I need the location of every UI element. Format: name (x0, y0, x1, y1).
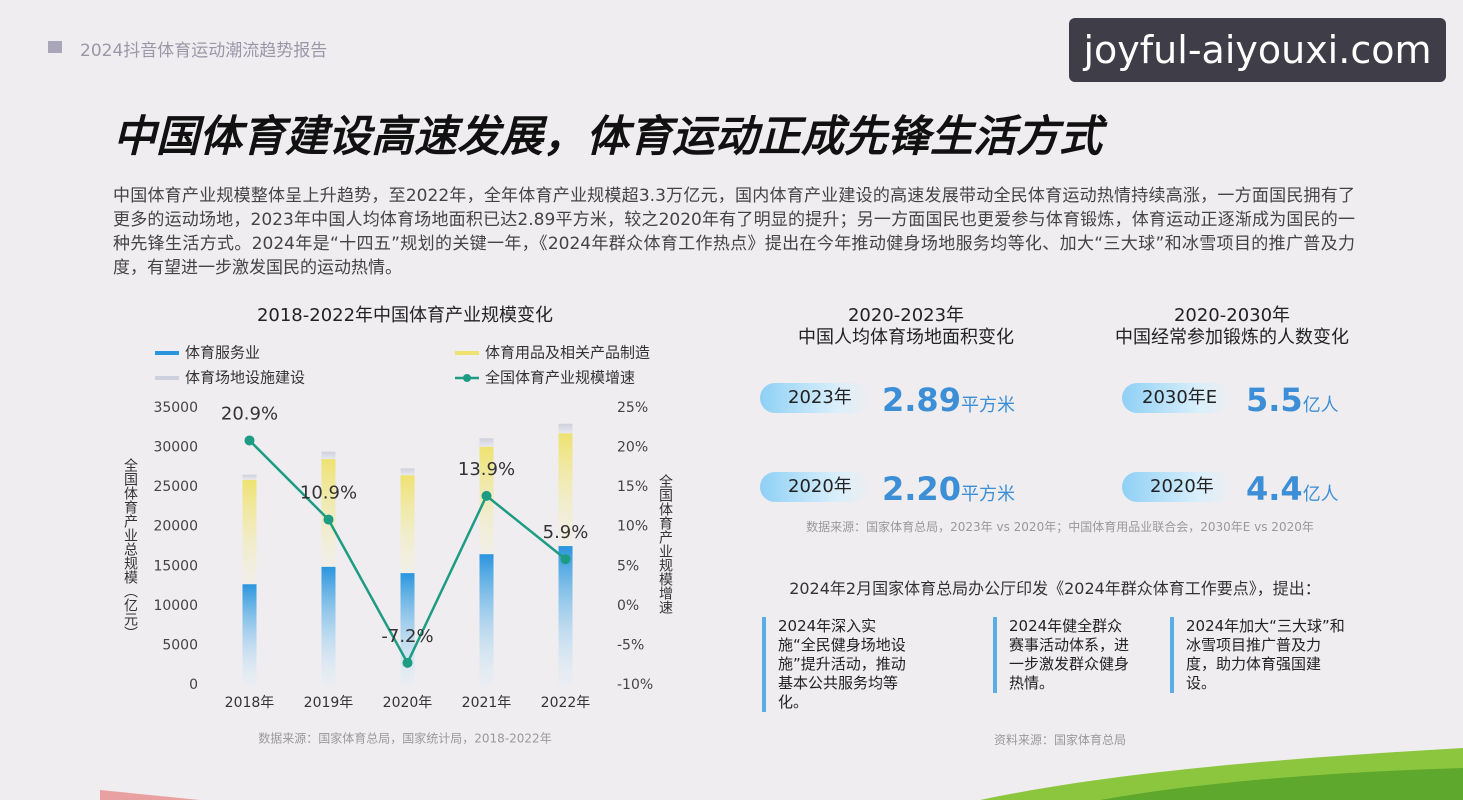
title: 中国体育建设高速发展，体育运动正成先锋生活方式 (113, 112, 1102, 162)
paragraph: 中国体育产业规模整体呈上升趋势，至2022年，全年体育产业规模超3.3万亿元，国… (113, 186, 1355, 278)
notice-item: 2024年健全群众赛事活动体系，进一步激发群众健身热情。 (993, 617, 1133, 693)
y2-tick-label: 15% (617, 479, 648, 495)
value: 4.4 (1246, 470, 1303, 508)
value: 5.5 (1246, 381, 1303, 419)
decoration (100, 790, 200, 800)
stat-label: 2020年 (760, 472, 870, 502)
bar-segment (242, 479, 257, 585)
legend-label: 体育服务业 (185, 344, 260, 362)
value-label: 5.9% (543, 522, 589, 543)
y2-tick-label: 25% (617, 400, 648, 416)
stat-title: 2020-2023年 中国人均体育场地面积变化 (756, 305, 1056, 349)
stat-label: 2030年E (1122, 383, 1232, 413)
legend-label: 全国体育产业规模增速 (485, 369, 635, 387)
stat-value: 5.5亿人 (1246, 380, 1339, 426)
x-tick-label: 2018年 (225, 695, 275, 711)
grass-decoration (1100, 768, 1463, 800)
line-point (402, 657, 413, 668)
line-point (481, 490, 492, 501)
y-axis-label: 全国体育产业总规模（亿元） (122, 457, 138, 640)
value: 2.89 (882, 381, 961, 419)
bar-segment (558, 546, 573, 685)
legend-swatch (155, 376, 179, 380)
header-marker (48, 41, 62, 53)
line-point (244, 435, 255, 446)
watermark: joyful-aiyouxi.com (1069, 18, 1446, 82)
source: 资料来源：国家体育总局 (993, 733, 1126, 747)
y-tick-label: 5000 (162, 637, 198, 653)
line-point (560, 554, 571, 565)
y2-tick-label: 5% (617, 558, 639, 574)
x-tick-label: 2022年 (541, 695, 591, 711)
bar-segment (242, 584, 257, 685)
stat-title: 2020-2030年 中国经常参加锻炼的人数变化 (1082, 305, 1382, 349)
bar-segment (242, 474, 257, 480)
value: 2.20 (882, 470, 961, 508)
y-tick-label: 20000 (153, 519, 198, 535)
notice-item: 2024年加大“三大球”和冰雪项目推广普及力度，助力体育强国建设。 (1170, 617, 1346, 693)
notice-heading: 2024年2月国家体育总局办公厅印发《2024年群众体育工作要点》，提出： (789, 579, 1321, 598)
value-label: 20.9% (221, 403, 278, 424)
notice-item: 2024年深入实施“全民健身场地设施”提升活动，推动基本公共服务均等化。 (762, 617, 908, 712)
y-tick-label: 10000 (153, 598, 198, 614)
bar-segment (479, 554, 494, 685)
bar-segment (400, 475, 415, 574)
bar-segment (321, 566, 336, 685)
stat-title-line: 中国人均体育场地面积变化 (798, 327, 1014, 348)
y2-tick-label: -10% (617, 677, 653, 693)
bar-segment (321, 451, 336, 460)
bar-segment (558, 433, 573, 547)
report-name: 2024抖音体育运动潮流趋势报告 (80, 41, 328, 61)
y-tick-label: 30000 (153, 440, 198, 456)
bar-segment (479, 438, 494, 447)
y2-axis-label: 全国体育产业规模增速 (657, 473, 673, 615)
source: 数据来源：国家体育总局，2023年 vs 2020年；中国体育用品业联合会，20… (806, 520, 1314, 534)
x-tick-label: 2019年 (304, 695, 354, 711)
stat-value: 4.4亿人 (1246, 469, 1339, 515)
y-tick-label: 15000 (153, 558, 198, 574)
bar-segment (400, 468, 415, 476)
y-tick-label: 35000 (153, 400, 198, 416)
x-tick-label: 2020年 (383, 695, 433, 711)
y-tick-label: 25000 (153, 479, 198, 495)
line-point (323, 514, 334, 525)
bar-segment (558, 423, 573, 434)
stat-label: 2023年 (760, 383, 870, 413)
stat-title-line: 2020-2030年 (1173, 305, 1291, 326)
legend-swatch (463, 374, 471, 382)
y2-tick-label: 10% (617, 519, 648, 535)
unit: 平方米 (960, 484, 1015, 505)
y2-tick-label: 0% (617, 598, 639, 614)
bar-segment (321, 459, 336, 567)
unit: 亿人 (1302, 395, 1339, 416)
unit: 亿人 (1302, 484, 1339, 505)
stat-title-line: 中国经常参加锻炼的人数变化 (1115, 327, 1349, 348)
chart-source: 数据来源：国家体育总局，国家统计局，2018-2022年 (258, 731, 551, 746)
legend-label: 体育用品及相关产品制造 (485, 344, 650, 362)
y-tick-label: 0 (189, 677, 198, 693)
value-label: -7.2% (381, 626, 433, 647)
x-tick-label: 2021年 (462, 695, 512, 711)
stat-label: 2020年 (1122, 472, 1232, 502)
stat-title-line: 2020-2023年 (847, 305, 965, 326)
stat-value: 2.20平方米 (882, 469, 1015, 515)
value-label: 10.9% (300, 483, 357, 504)
chart-title: 2018-2022年中国体育产业规模变化 (257, 305, 553, 326)
y2-tick-label: 20% (617, 440, 648, 456)
stat-value: 2.89平方米 (882, 380, 1015, 426)
y2-tick-label: -5% (617, 637, 644, 653)
legend-swatch (455, 351, 479, 355)
unit: 平方米 (960, 395, 1015, 416)
value-label: 13.9% (458, 459, 515, 480)
legend-label: 体育场地设施建设 (185, 369, 305, 387)
legend-swatch (155, 351, 179, 355)
